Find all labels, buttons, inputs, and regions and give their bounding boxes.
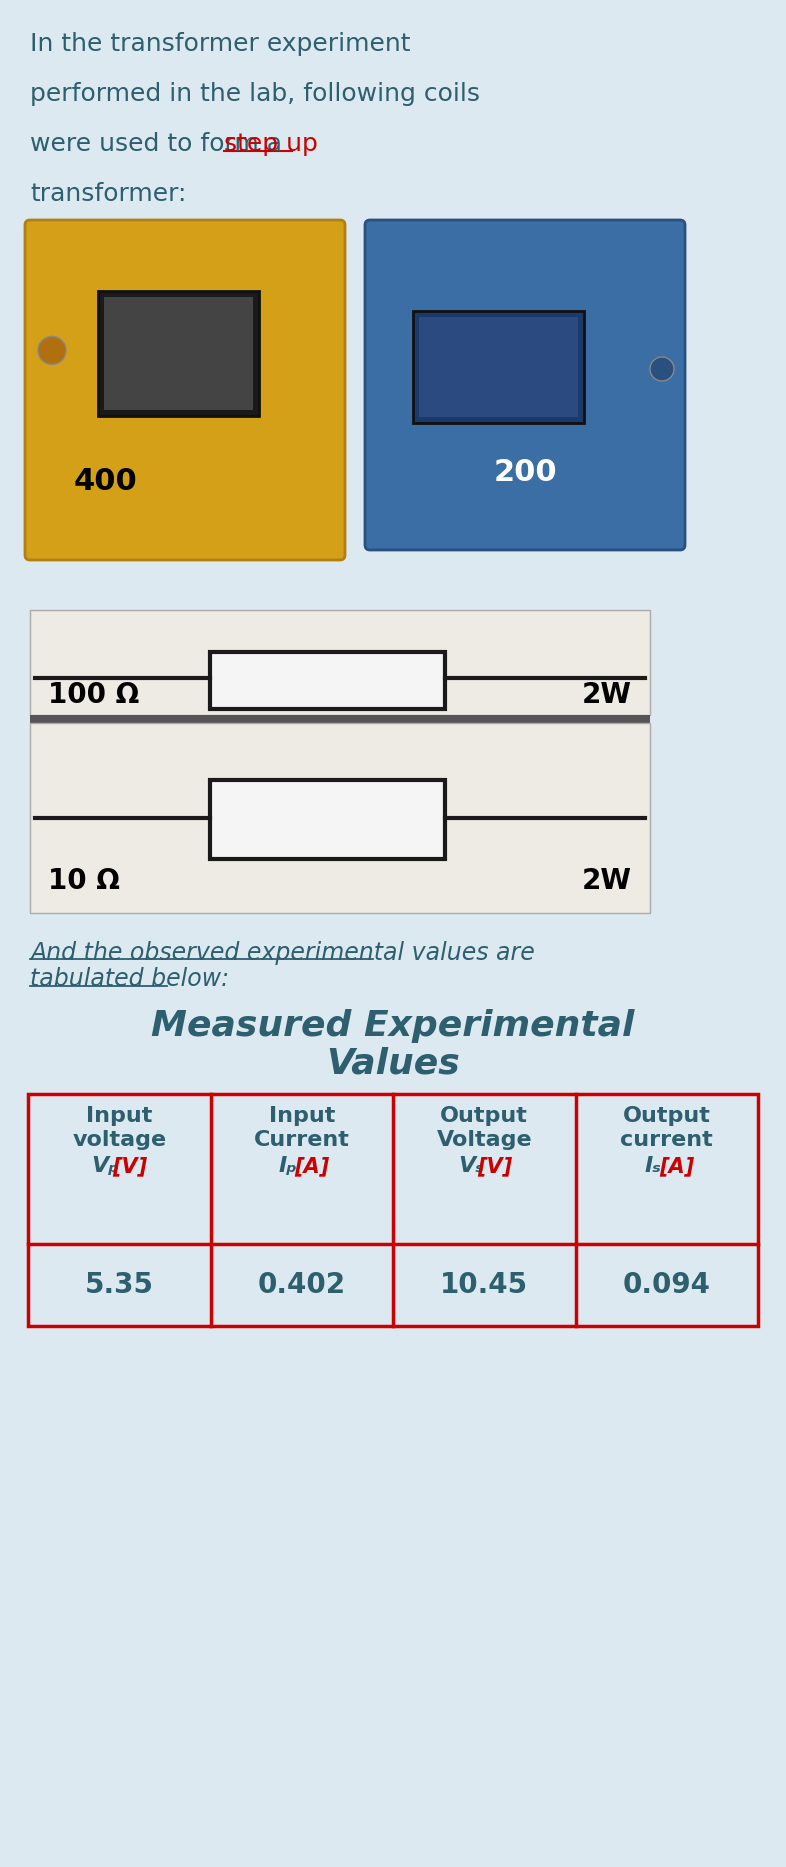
Text: current: current — [620, 1130, 713, 1150]
Text: Values: Values — [326, 1046, 460, 1081]
Bar — [98, 291, 259, 416]
Bar — [210, 780, 446, 859]
Bar — [210, 652, 446, 709]
Text: Vₛ: Vₛ — [458, 1156, 483, 1176]
FancyBboxPatch shape — [25, 220, 345, 560]
Text: Iₛ: Iₛ — [645, 1156, 662, 1176]
Bar — [30, 715, 650, 723]
Text: [V]: [V] — [112, 1156, 147, 1176]
Text: [A]: [A] — [295, 1156, 329, 1176]
Text: In the transformer experiment: In the transformer experiment — [30, 32, 410, 56]
FancyBboxPatch shape — [30, 611, 650, 715]
Text: [V]: [V] — [477, 1156, 512, 1176]
Text: 2W: 2W — [582, 680, 632, 708]
FancyBboxPatch shape — [365, 220, 685, 551]
Text: were used to form a: were used to form a — [30, 133, 290, 157]
Circle shape — [38, 336, 66, 364]
Text: Output: Output — [440, 1107, 528, 1126]
Text: Vₚ: Vₚ — [92, 1156, 119, 1176]
Bar — [420, 317, 578, 418]
Text: 10 Ω: 10 Ω — [48, 866, 120, 894]
Text: [A]: [A] — [659, 1156, 695, 1176]
Text: Measured Experimental: Measured Experimental — [152, 1008, 634, 1042]
Text: 2W: 2W — [582, 866, 632, 894]
Text: Input: Input — [269, 1107, 335, 1126]
Text: 100 Ω: 100 Ω — [48, 680, 139, 708]
Text: 200: 200 — [493, 459, 556, 487]
Text: Current: Current — [254, 1130, 350, 1150]
Text: transformer:: transformer: — [30, 181, 186, 205]
Text: step up: step up — [224, 133, 318, 157]
Text: 10.45: 10.45 — [440, 1271, 528, 1299]
Bar — [105, 297, 253, 411]
Text: 5.35: 5.35 — [85, 1271, 154, 1299]
Text: Iₚ: Iₚ — [279, 1156, 298, 1176]
Circle shape — [650, 357, 674, 381]
Text: Voltage: Voltage — [436, 1130, 532, 1150]
Bar — [28, 1094, 758, 1326]
Text: 0.094: 0.094 — [623, 1271, 711, 1299]
Text: Input: Input — [86, 1107, 152, 1126]
Text: voltage: voltage — [72, 1130, 167, 1150]
Text: performed in the lab, following coils: performed in the lab, following coils — [30, 82, 480, 106]
Bar — [413, 312, 584, 424]
Text: 0.402: 0.402 — [258, 1271, 346, 1299]
Text: And the observed experimental values are: And the observed experimental values are — [30, 941, 534, 965]
Text: 400: 400 — [73, 467, 137, 495]
FancyBboxPatch shape — [30, 723, 650, 913]
Text: Output: Output — [623, 1107, 711, 1126]
Text: tabulated below:: tabulated below: — [30, 967, 230, 991]
